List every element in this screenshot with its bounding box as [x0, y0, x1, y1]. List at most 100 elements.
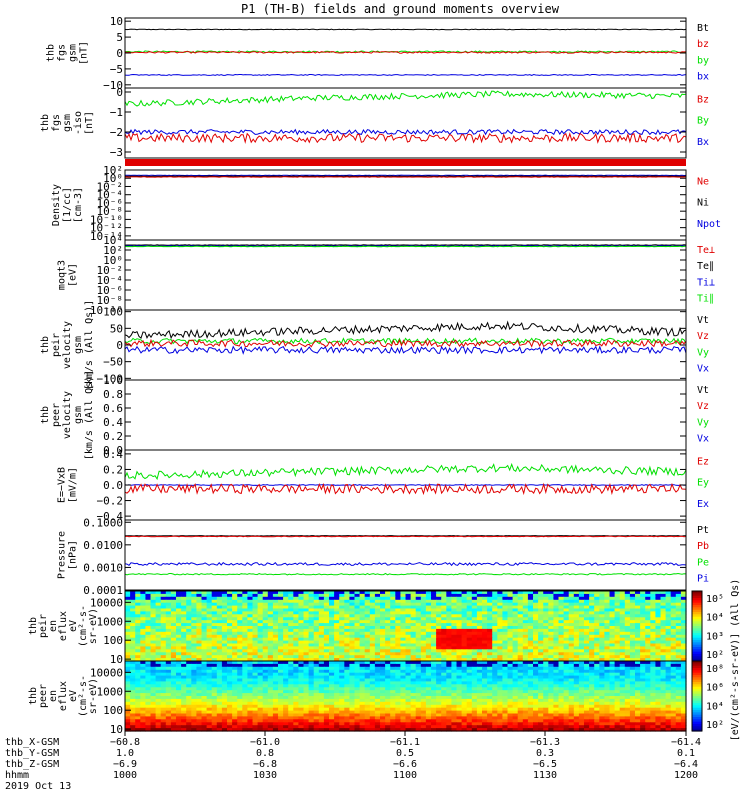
spectrogram-cell — [369, 690, 376, 694]
spectrogram-cell — [196, 640, 203, 645]
spectrogram-cell — [568, 631, 575, 636]
spectrogram-cell — [640, 693, 646, 697]
spectrogram-cell — [497, 631, 503, 636]
spectrogram-cell — [461, 617, 468, 621]
spectrogram-cell — [227, 608, 233, 612]
spectrogram-cell — [436, 687, 442, 691]
spectrogram-cell — [272, 710, 279, 715]
spectrogram-cell — [466, 631, 473, 636]
spectrogram-cell — [278, 640, 284, 645]
spectrogram-cell — [339, 666, 345, 671]
spectrogram-cell — [308, 704, 315, 709]
spectrogram-cell — [329, 614, 335, 618]
spectrogram-cell — [680, 655, 687, 659]
spectrogram-cell — [395, 696, 401, 700]
spectrogram-cell — [497, 690, 503, 694]
spectrogram-cell — [589, 637, 595, 642]
spectrogram-cell — [125, 605, 131, 610]
spectrogram-cell — [344, 675, 350, 680]
spectrogram-cell — [543, 698, 549, 703]
spectrogram-cell — [461, 640, 468, 645]
spectrogram-cell — [548, 701, 554, 706]
spectrogram-cell — [267, 693, 274, 697]
spectrogram-cell — [125, 675, 131, 680]
spectrogram-cell — [150, 713, 157, 717]
spectrogram-cell — [242, 599, 248, 604]
spectrogram-cell — [527, 628, 534, 633]
spectrogram-cell — [609, 707, 616, 712]
spectrogram-cell — [303, 666, 310, 671]
spectrogram-cell — [191, 617, 197, 621]
spectrogram-cell — [655, 675, 662, 680]
spectrogram-cell — [283, 710, 289, 715]
spectrogram-cell — [563, 666, 570, 671]
spectrogram-cell — [298, 646, 305, 650]
spectrogram-cell — [665, 605, 672, 610]
spectrogram-cell — [196, 596, 203, 601]
spectrogram-cell — [568, 658, 575, 662]
spectrogram-cell — [614, 596, 621, 601]
spectrogram-cell — [522, 710, 529, 715]
spectrogram-cell — [446, 687, 452, 691]
spectrogram-cell — [675, 666, 682, 671]
spectrogram-cell — [492, 620, 498, 624]
spectrogram-cell — [364, 672, 371, 677]
spectrogram-cell — [655, 655, 662, 659]
spectrogram-cell — [543, 596, 549, 601]
spectrogram-cell — [655, 640, 662, 645]
spectrogram-cell — [471, 713, 478, 717]
spectrogram-cell — [650, 614, 656, 618]
spectrogram-cell — [599, 690, 605, 694]
spectrogram-cell — [247, 605, 254, 610]
spectrogram-cell — [471, 669, 478, 674]
spectrogram-cell — [614, 684, 621, 688]
spectrogram-cell — [155, 634, 162, 639]
spectrogram-cell — [262, 628, 269, 633]
spectrogram-cell — [349, 637, 356, 642]
spectrogram-cell — [492, 596, 498, 601]
spectrogram-cell — [594, 628, 600, 633]
spectrogram-cell — [272, 643, 279, 647]
spectrogram-cell — [278, 605, 284, 610]
spectrogram-cell — [568, 652, 575, 656]
spectrogram-cell — [512, 666, 519, 671]
spectrogram-cell — [568, 596, 575, 601]
spectrogram-cell — [502, 611, 509, 615]
spectrogram-cell — [589, 663, 595, 668]
spectrogram-cell — [660, 658, 667, 662]
spectrogram-cell — [196, 599, 203, 604]
spectrogram-cell — [609, 608, 616, 612]
spectrogram-cell — [573, 681, 580, 685]
spectrogram-cell — [451, 640, 458, 645]
spectrogram-cell — [181, 614, 187, 618]
spectrogram-cell — [466, 690, 473, 694]
spectrogram-cell — [323, 637, 330, 642]
spectrogram-cell — [451, 623, 458, 627]
spectrogram-cell — [538, 631, 544, 636]
spectrogram-cell — [624, 623, 631, 627]
spectrogram-cell — [221, 626, 228, 630]
spectrogram-cell — [221, 698, 228, 703]
spectrogram-cell — [558, 710, 565, 715]
spectrogram-cell — [278, 687, 284, 691]
spectrogram-cell — [318, 710, 325, 715]
spectrogram-cell — [400, 690, 407, 694]
spectrogram-cell — [461, 626, 468, 630]
spectrogram-cell — [507, 593, 514, 598]
spectrogram-cell — [502, 666, 509, 671]
spectrogram-cell — [502, 696, 509, 700]
spectrogram-cell — [476, 643, 483, 647]
spectrogram-cell — [660, 646, 667, 650]
spectrogram-cell — [578, 678, 585, 682]
spectrogram-cell — [160, 713, 167, 717]
spectrogram-cell — [405, 672, 412, 677]
spectrogram-cell — [323, 640, 330, 645]
spectrogram-cell — [216, 646, 223, 650]
spectrogram-cell — [466, 605, 473, 610]
spectrogram-cell — [533, 669, 539, 674]
spectrogram-cell — [640, 614, 646, 618]
spectrogram-cell — [645, 663, 651, 668]
spectrogram-cell — [303, 620, 310, 624]
spectrogram-cell — [380, 631, 386, 636]
spectrogram-cell — [359, 634, 366, 639]
